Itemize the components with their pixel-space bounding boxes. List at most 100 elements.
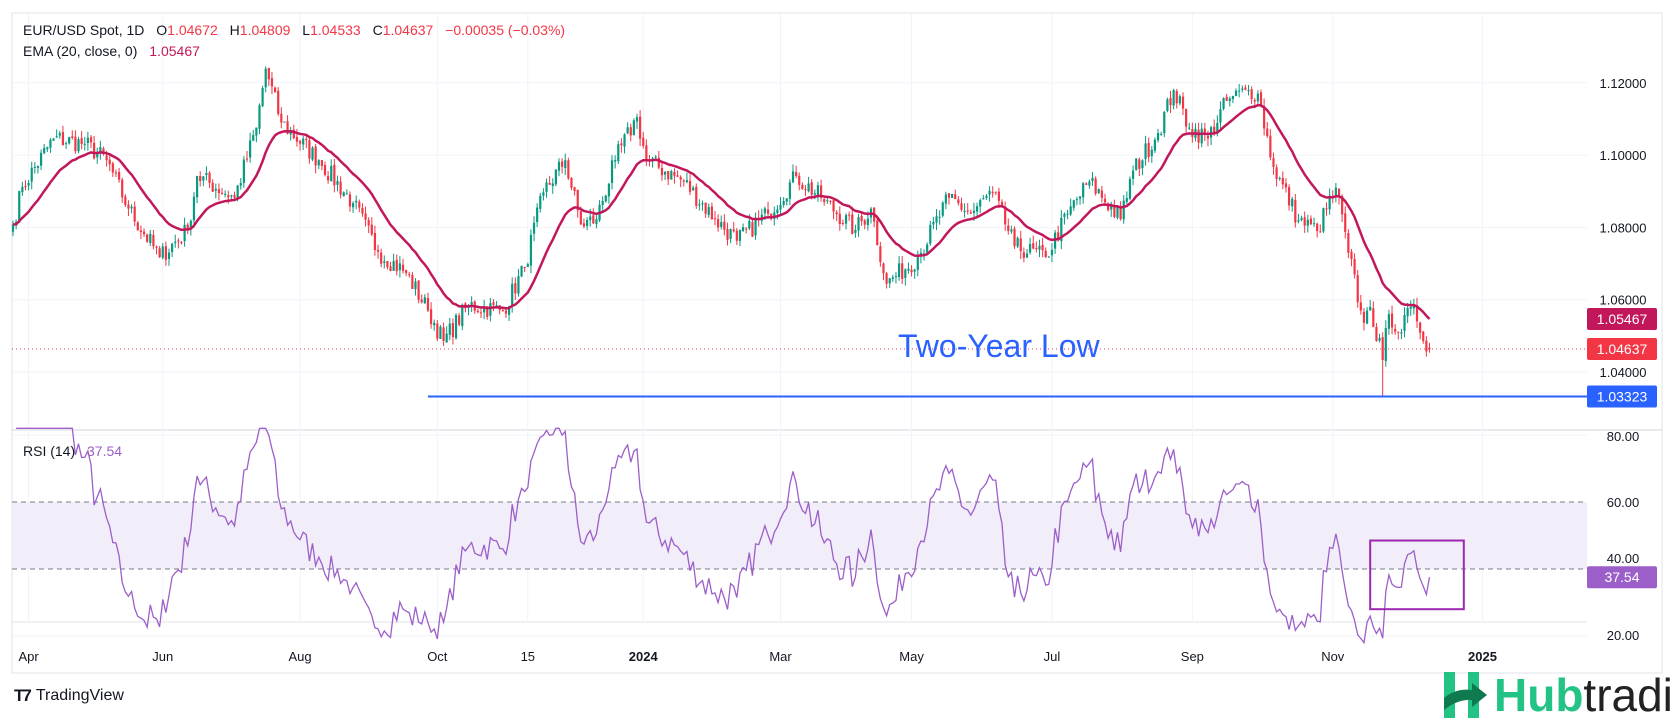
candle <box>1419 321 1422 340</box>
candle <box>766 201 770 217</box>
candle <box>458 312 461 327</box>
candle <box>667 170 670 186</box>
candle <box>270 72 274 95</box>
candle-body <box>1409 306 1412 309</box>
candle-body <box>1372 308 1375 328</box>
candle <box>376 244 380 259</box>
candle <box>383 255 386 269</box>
candle <box>745 227 748 234</box>
candle-body <box>1050 249 1054 256</box>
candle <box>1263 98 1266 136</box>
candle-body <box>429 309 433 325</box>
ema-price-badge: 1.05467 <box>1587 307 1657 330</box>
candle <box>617 140 620 165</box>
candle <box>785 198 788 206</box>
candle <box>1219 101 1222 130</box>
candle <box>202 176 205 187</box>
candle <box>754 212 757 240</box>
candle-body <box>408 274 411 276</box>
candle <box>1000 199 1004 206</box>
candle-body <box>1381 337 1384 361</box>
candle-body <box>230 195 233 197</box>
candle-body <box>720 222 723 227</box>
candle <box>1025 248 1029 259</box>
candle-body <box>713 218 717 220</box>
candle <box>339 176 342 199</box>
candle-body <box>548 182 551 185</box>
candle-body <box>564 160 567 169</box>
time-tick-label: May <box>899 649 924 664</box>
candle <box>439 325 442 340</box>
candle <box>127 200 130 217</box>
candle-body <box>99 147 102 154</box>
candle-body <box>539 195 542 209</box>
candle <box>1022 247 1025 263</box>
candle <box>1075 196 1079 206</box>
candle-body <box>844 215 848 224</box>
candle <box>149 230 152 247</box>
rsi-highlight-box[interactable] <box>1369 539 1465 611</box>
tradingview-logo[interactable]: T7 TradingView <box>14 686 124 706</box>
candle-body <box>985 195 988 198</box>
candle <box>239 177 242 190</box>
candle <box>327 171 330 184</box>
candle <box>969 209 972 215</box>
candle-body <box>55 136 58 138</box>
candle-body <box>704 202 707 214</box>
candle-body <box>532 222 536 234</box>
candle-body <box>174 241 177 244</box>
candle <box>1266 122 1269 138</box>
candle <box>1200 122 1203 148</box>
candle-body <box>645 145 648 161</box>
candle <box>217 183 221 201</box>
candle <box>1119 201 1122 221</box>
candle-body <box>199 176 202 181</box>
candle-body <box>1350 251 1353 260</box>
rsi-tick-label: 40.00 <box>1607 551 1640 566</box>
candle <box>520 265 523 278</box>
hubtrading-watermark: Hubtrading <box>1442 672 1675 718</box>
candle <box>36 165 40 174</box>
candle <box>707 203 710 218</box>
candle-body <box>1291 198 1294 207</box>
candle <box>1188 122 1191 131</box>
candle-body <box>511 283 514 306</box>
candle <box>155 245 158 255</box>
open-label: O <box>156 22 168 38</box>
candle-body <box>988 190 991 195</box>
time-tick-label: Aug <box>288 649 311 664</box>
candle-body <box>1116 207 1119 218</box>
low-value: 1.04533 <box>310 22 361 38</box>
candle <box>576 189 579 218</box>
candle-body <box>745 228 748 230</box>
candle-body <box>1122 200 1125 220</box>
candle-body <box>1147 142 1150 158</box>
candle-body <box>30 167 33 182</box>
candle-body <box>1406 308 1409 317</box>
candle-body <box>348 194 352 207</box>
candle <box>1082 181 1085 204</box>
candle-body <box>582 223 586 227</box>
candle-body <box>236 185 239 199</box>
candle-body <box>146 234 149 242</box>
candle <box>760 208 763 225</box>
candle <box>1425 336 1428 357</box>
candle <box>252 129 255 142</box>
candle-body <box>1250 89 1253 100</box>
candle <box>614 155 617 169</box>
candle <box>791 164 795 184</box>
candle-body <box>832 200 835 212</box>
candle <box>195 175 199 204</box>
candle <box>142 228 146 238</box>
candle-body <box>1057 232 1060 241</box>
candle-body <box>121 179 124 198</box>
candle-body <box>960 203 963 210</box>
candle <box>514 277 517 300</box>
candle <box>298 139 302 151</box>
candle-body <box>979 200 982 207</box>
candle-body <box>1153 139 1157 151</box>
chart-frame <box>11 12 1663 674</box>
candle <box>910 265 913 277</box>
candle-body <box>922 253 926 255</box>
